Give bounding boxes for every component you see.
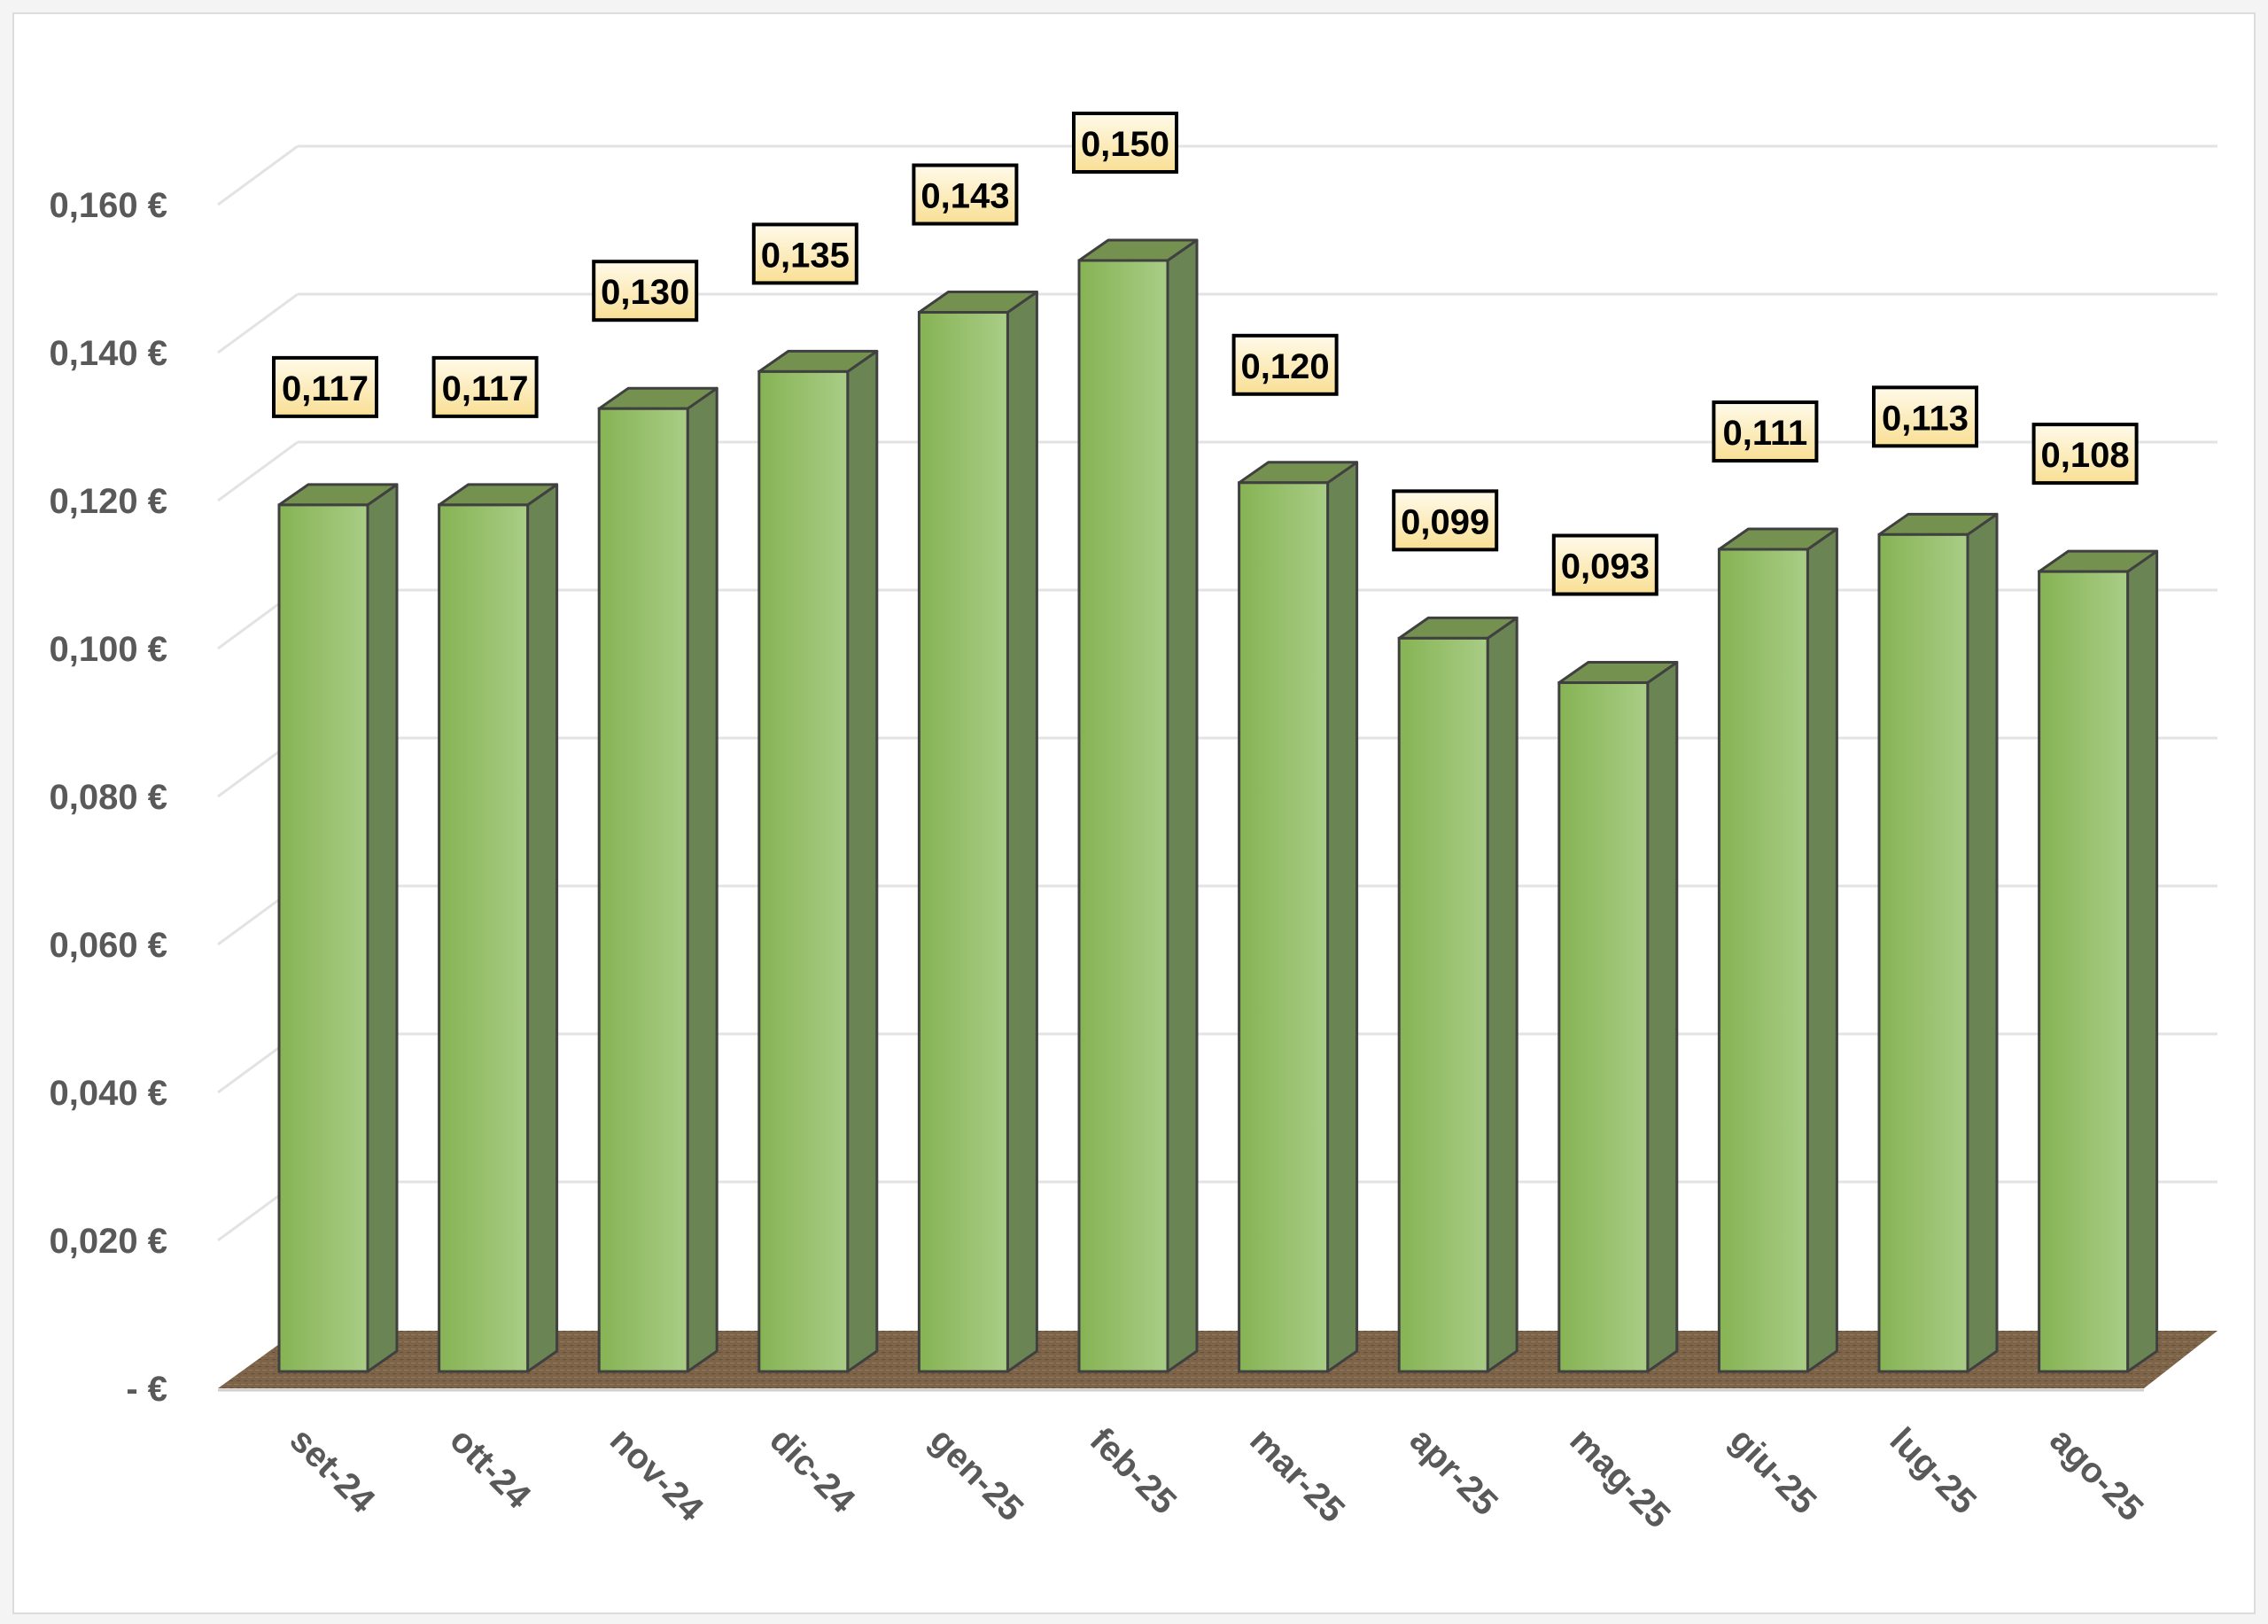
y-tick-label: 0,120 € bbox=[50, 482, 167, 521]
data-label: 0,108 bbox=[2031, 423, 2139, 486]
data-label: 0,099 bbox=[1392, 489, 1499, 552]
data-label-text: 0,108 bbox=[2041, 436, 2130, 475]
x-tick-label: set-24 bbox=[283, 1420, 383, 1520]
bar-front bbox=[438, 503, 530, 1373]
data-label-box bbox=[912, 163, 1019, 226]
x-tick-label: nov-24 bbox=[602, 1420, 711, 1529]
x-tick-label: mag-25 bbox=[1562, 1420, 1677, 1535]
bar-front bbox=[277, 503, 369, 1373]
data-label-box bbox=[1712, 400, 1819, 463]
bar-side bbox=[1166, 238, 1199, 1373]
x-tick-label: gen-25 bbox=[922, 1420, 1030, 1528]
bar bbox=[438, 483, 559, 1373]
data-label: 0,093 bbox=[1551, 533, 1658, 596]
gridline-diagonal bbox=[217, 292, 299, 354]
data-label: 0,113 bbox=[1872, 385, 1978, 448]
bar bbox=[1397, 616, 1518, 1373]
bar bbox=[277, 483, 399, 1373]
bar-side bbox=[1806, 527, 1838, 1373]
y-tick-label: 0,140 € bbox=[50, 334, 167, 373]
data-label-text: 0,113 bbox=[1882, 399, 1969, 438]
data-label-box bbox=[1551, 533, 1658, 596]
x-tick-label: apr-25 bbox=[1402, 1420, 1505, 1523]
y-tick-label: 0,040 € bbox=[50, 1074, 167, 1113]
bar-front bbox=[1557, 681, 1650, 1373]
data-label-box bbox=[1072, 112, 1178, 174]
gridline-diagonal bbox=[217, 144, 299, 206]
x-tick-label: mar-25 bbox=[1242, 1420, 1352, 1530]
bar bbox=[1717, 527, 1838, 1373]
data-label: 0,111 bbox=[1712, 400, 1819, 463]
y-tick-label: 0,080 € bbox=[50, 778, 167, 817]
data-label-text: 0,120 bbox=[1241, 347, 1330, 386]
data-label-box bbox=[2031, 423, 2139, 486]
data-label: 0,150 bbox=[1072, 112, 1178, 174]
x-tick-label: giu-25 bbox=[1722, 1420, 1823, 1521]
bar-front bbox=[1397, 636, 1489, 1373]
data-label-box bbox=[751, 222, 858, 285]
data-label-text: 0,099 bbox=[1401, 502, 1489, 541]
data-label-text: 0,135 bbox=[761, 236, 850, 275]
data-label-box bbox=[431, 355, 539, 418]
y-tick-label: 0,100 € bbox=[50, 630, 167, 669]
data-label-text: 0,143 bbox=[920, 177, 1009, 216]
bar bbox=[1557, 661, 1679, 1373]
x-tick-label: ott-24 bbox=[442, 1420, 539, 1517]
bar-front bbox=[757, 369, 850, 1373]
bar bbox=[2038, 549, 2159, 1373]
bar bbox=[757, 349, 879, 1373]
bar-front bbox=[1077, 259, 1169, 1373]
data-label-text: 0,150 bbox=[1081, 125, 1169, 164]
bar bbox=[1877, 512, 1999, 1373]
bar-side bbox=[366, 483, 399, 1373]
bar bbox=[1238, 461, 1359, 1373]
data-label: 0,117 bbox=[431, 355, 539, 418]
x-tick-label: feb-25 bbox=[1083, 1420, 1184, 1521]
data-label: 0,143 bbox=[912, 163, 1019, 226]
bar-front bbox=[1717, 548, 1809, 1373]
bar-front bbox=[917, 311, 1009, 1373]
x-tick-label: ago-25 bbox=[2042, 1420, 2150, 1528]
data-label-text: 0,093 bbox=[1561, 548, 1650, 587]
data-label-box bbox=[272, 355, 378, 418]
bar bbox=[917, 291, 1038, 1373]
y-tick-label: 0,020 € bbox=[50, 1222, 167, 1261]
data-label: 0,135 bbox=[751, 222, 858, 285]
y-tick-label: 0,060 € bbox=[50, 926, 167, 965]
bar-front bbox=[597, 407, 689, 1373]
bar-side bbox=[1646, 661, 1679, 1373]
data-label-text: 0,111 bbox=[1723, 414, 1808, 453]
bar-side bbox=[1326, 461, 1359, 1373]
data-label: 0,120 bbox=[1231, 333, 1339, 396]
bar-side bbox=[1006, 291, 1038, 1373]
data-label-text: 0,117 bbox=[442, 369, 529, 408]
bar-front bbox=[1238, 481, 1330, 1373]
data-label-box bbox=[1872, 385, 1978, 448]
x-tick-label: dic-24 bbox=[762, 1420, 862, 1520]
data-label-box bbox=[1392, 489, 1499, 552]
bar-side bbox=[846, 349, 879, 1373]
bar-side bbox=[1966, 512, 1999, 1373]
bar-front bbox=[1877, 532, 1969, 1373]
bar-side bbox=[1486, 616, 1518, 1373]
bar-side bbox=[526, 483, 559, 1373]
x-tick-label: lug-25 bbox=[1883, 1420, 1984, 1521]
data-label-box bbox=[592, 260, 699, 322]
bar-front bbox=[2038, 570, 2130, 1373]
data-label-box bbox=[1231, 333, 1339, 396]
bar-side bbox=[686, 386, 718, 1373]
bar bbox=[597, 386, 718, 1373]
bar-side bbox=[2126, 549, 2159, 1373]
gridline-diagonal bbox=[217, 440, 299, 502]
y-tick-label: - € bbox=[126, 1370, 167, 1409]
y-tick-label: 0,160 € bbox=[50, 186, 167, 225]
data-label: 0,130 bbox=[592, 260, 699, 322]
bar bbox=[1077, 238, 1199, 1373]
data-label-text: 0,117 bbox=[282, 369, 369, 408]
data-label: 0,117 bbox=[272, 355, 378, 418]
data-label-text: 0,130 bbox=[601, 273, 689, 312]
